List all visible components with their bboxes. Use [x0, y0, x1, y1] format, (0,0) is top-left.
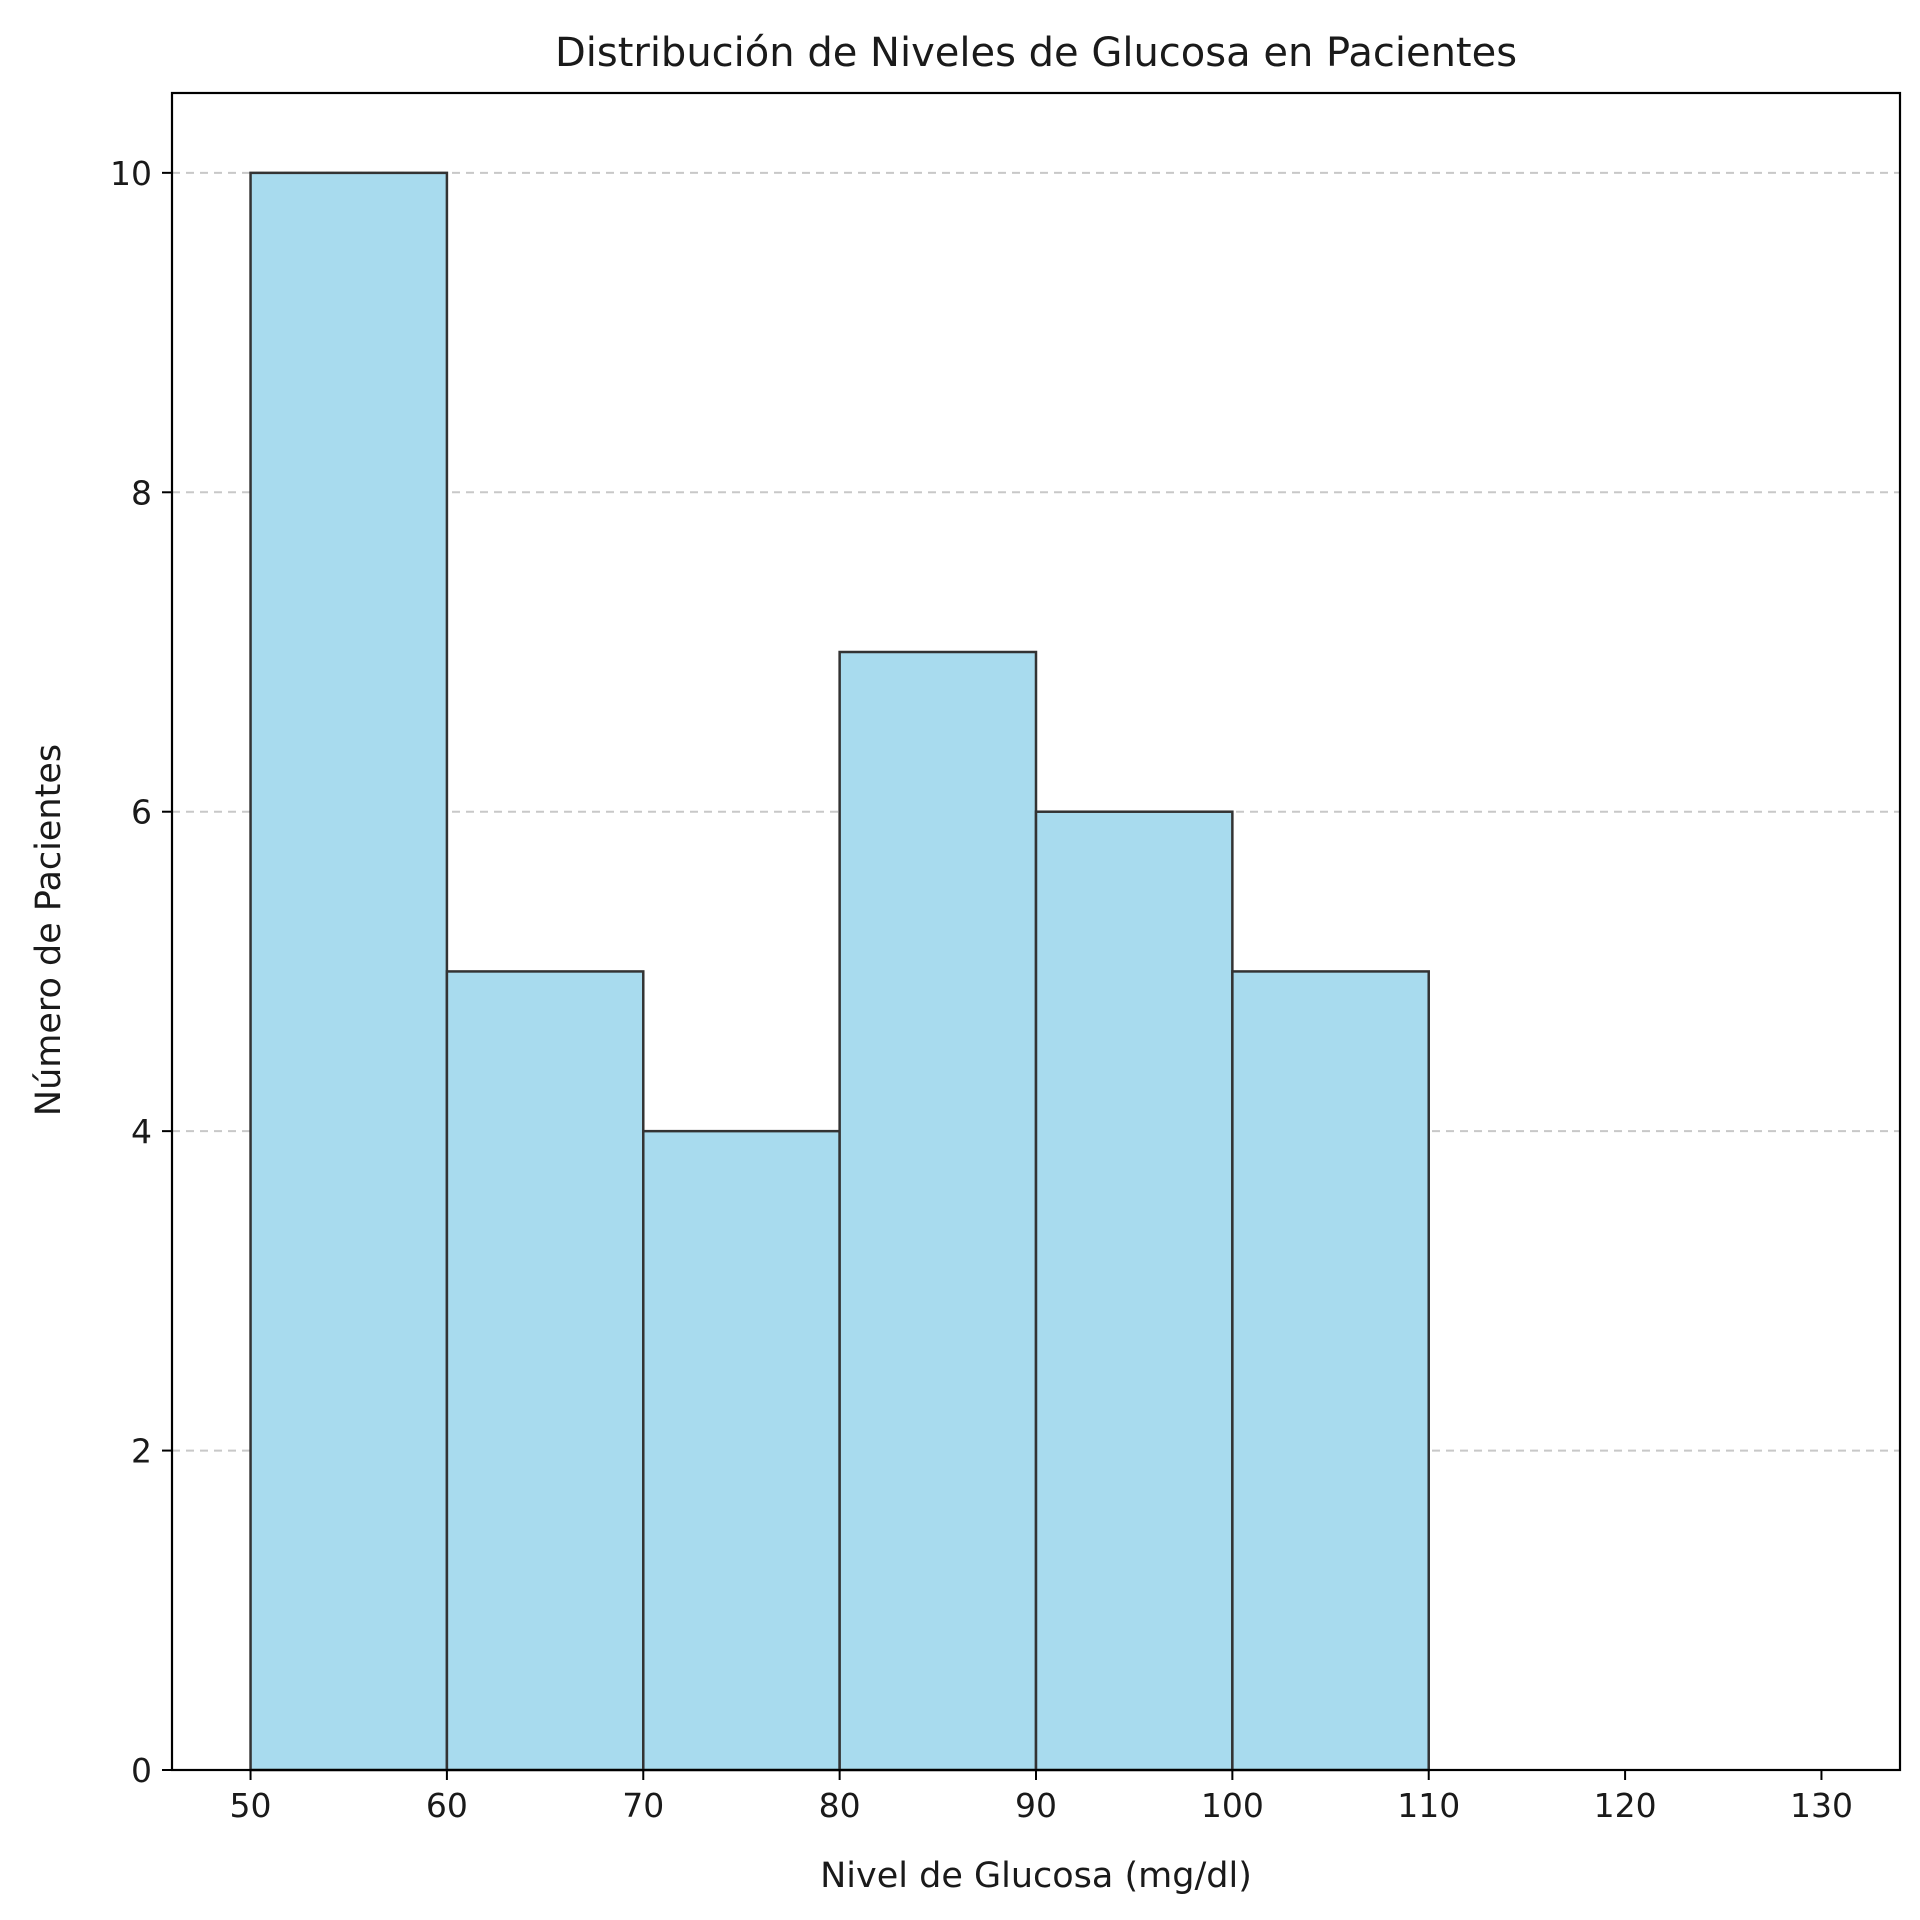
x-tick-label: 100	[1201, 1786, 1264, 1825]
y-tick-label: 8	[131, 473, 152, 512]
histogram-bars	[249, 171, 1430, 1772]
y-axis-label: Número de Pacientes	[29, 744, 69, 1116]
histogram-bar	[1034, 810, 1234, 1772]
x-tick-label: 120	[1594, 1786, 1657, 1825]
x-tick-label: 60	[426, 1786, 468, 1825]
chart-title: Distribución de Niveles de Glucosa en Pa…	[555, 30, 1517, 76]
y-tick-label: 4	[131, 1112, 152, 1151]
y-tick-label: 10	[110, 154, 152, 193]
x-tick-label: 80	[819, 1786, 861, 1825]
x-tick-label: 130	[1790, 1786, 1853, 1825]
x-axis-ticks: 50 60 70 80 90 100 110 120 130	[230, 1770, 1853, 1825]
histogram-bar	[445, 970, 645, 1772]
x-tick-label: 70	[622, 1786, 664, 1825]
x-tick-label: 90	[1015, 1786, 1057, 1825]
histogram-bar	[249, 171, 449, 1772]
x-tick-label: 50	[230, 1786, 272, 1825]
histogram-bar	[642, 1129, 841, 1772]
y-tick-label: 6	[131, 793, 152, 832]
y-tick-label: 0	[131, 1751, 152, 1790]
y-tick-label: 2	[131, 1432, 152, 1471]
y-axis-ticks: 0 2 4 6 8 10	[110, 154, 172, 1790]
histogram-bar	[1231, 970, 1430, 1772]
histogram-bar	[838, 650, 1038, 1772]
x-tick-label: 110	[1397, 1786, 1460, 1825]
x-axis-label: Nivel de Glucosa (mg/dl)	[820, 1856, 1252, 1896]
